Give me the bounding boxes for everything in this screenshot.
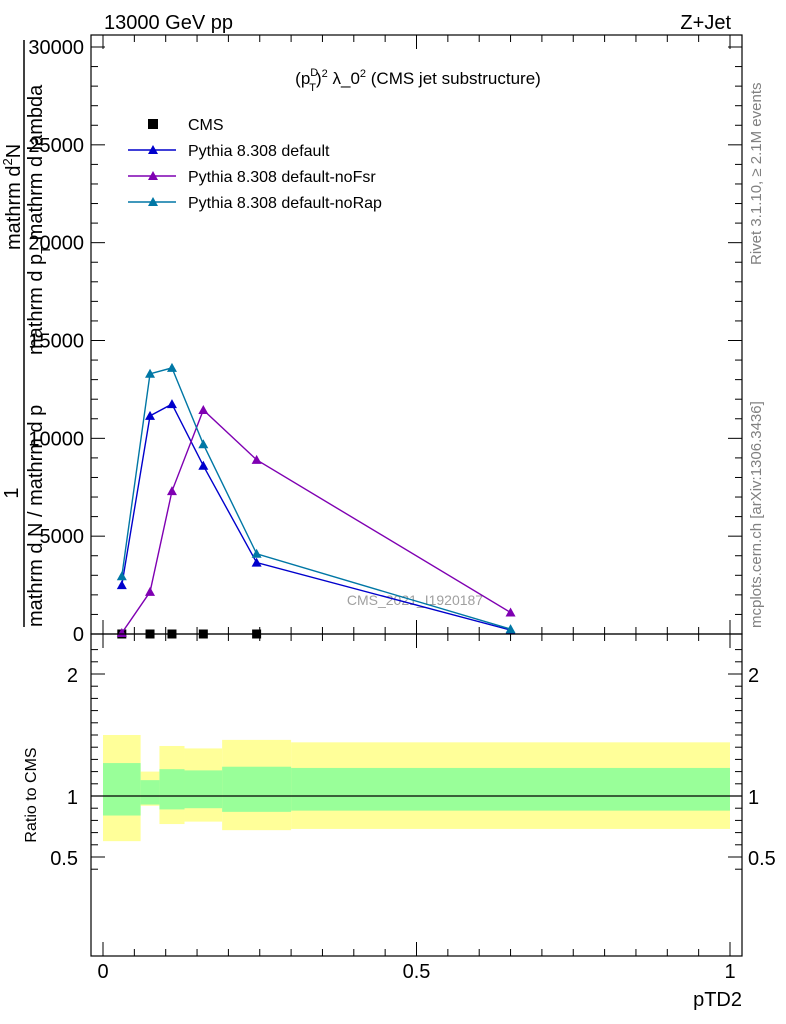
data-point [116, 571, 127, 581]
main-x-ticks [102, 35, 731, 634]
ylabel-denominator: mathrm d pT mathrm d lambda [25, 84, 53, 355]
data-point [116, 580, 127, 590]
legend-marker [148, 197, 158, 206]
x-tick-label: 1 [724, 961, 735, 983]
ratio-tick-label-right: 0.5 [748, 848, 776, 870]
legend-label: CMS [188, 117, 224, 134]
series-layer [116, 362, 516, 639]
data-point [166, 399, 177, 409]
legend-item: Pythia 8.308 default [128, 143, 330, 160]
y-tick-label: 15000 [28, 331, 84, 353]
data-point [251, 557, 262, 567]
side-rivet: Rivet 3.1.10, ≥ 2.1M events [748, 83, 765, 266]
side-url: mcplots.cern.ch [arXiv:1306.3436] [748, 401, 765, 628]
y-tick-label: 0 [73, 624, 84, 646]
legend-label: Pythia 8.308 default-noRap [188, 195, 382, 212]
header-right: Z+Jet [680, 12, 731, 34]
legend-item: CMS [148, 117, 224, 134]
data-point [116, 628, 127, 638]
ratio-tick-label-right: 2 [748, 665, 759, 687]
chart-title: (pD T)2 λ_02 (CMS jet substructure) [295, 67, 541, 94]
y-tick-label: 20000 [28, 233, 84, 255]
y-tick-label: 30000 [28, 37, 84, 59]
ratio-x-ticks: 0 0.5 1 [97, 634, 736, 983]
series-line [121, 403, 511, 631]
series-line [121, 408, 511, 634]
x-axis-label: pTD2 [693, 989, 742, 1011]
series-3 [116, 362, 516, 634]
legend: CMS Pythia 8.308 default Pythia 8.308 defa… [128, 117, 382, 212]
legend-marker [148, 119, 158, 129]
watermark: CMS_2021_I1920187 [347, 592, 483, 608]
legend-item: Pythia 8.308 default-noFsr [128, 169, 376, 186]
y-tick-label: 5000 [40, 526, 85, 548]
main-y-ticks: 0 5000 10000 15000 20000 25000 30000 [28, 37, 742, 646]
uncertainty-band-inner [222, 766, 292, 812]
ratio-tick-label: 2 [67, 665, 78, 687]
ylabel-bottom: mathrm d N / mathrm d p [25, 405, 47, 627]
data-point [145, 586, 156, 596]
series-line [121, 367, 511, 630]
x-tick-label: 0.5 [403, 961, 431, 983]
uncertainty-band-inner [159, 769, 185, 810]
uncertainty-band-inner [184, 770, 223, 809]
ratio-y-ticks: 0.5 0.5 1 1 2 2 [50, 649, 776, 870]
main-panel: 0 5000 10000 15000 20000 25000 30000 CMS_2021_… [28, 34, 743, 646]
y-tick-label: 25000 [28, 135, 84, 157]
series-1 [116, 399, 516, 635]
uncertainty-band-inner [291, 767, 730, 811]
legend-label: Pythia 8.308 default-noFsr [188, 169, 376, 186]
x-tick-label: 0 [97, 961, 108, 983]
data-point [145, 368, 156, 378]
uncertainty-band-inner [140, 780, 160, 805]
legend-item: Pythia 8.308 default-noRap [128, 195, 382, 212]
ratio-panel: 0.5 0.51 12 2 0 0.5 1 Ratio to CMS pTD2 [23, 633, 776, 1011]
data-point [198, 404, 209, 414]
legend-label: Pythia 8.308 default [188, 143, 330, 160]
legend-marker [148, 171, 158, 180]
ylabel-top: 1 [1, 487, 23, 498]
ylabel-numerator: mathrm d2N [0, 144, 25, 250]
data-point [145, 410, 156, 420]
data-point [251, 454, 262, 464]
ratio-tick-label: 0.5 [50, 848, 78, 870]
header-left: 13000 GeV pp [104, 12, 233, 34]
data-point [198, 439, 209, 449]
data-point [166, 486, 177, 496]
ratio-tick-label-right: 1 [748, 787, 759, 809]
uncertainty-band-inner [103, 763, 141, 816]
ratio-ylabel: Ratio to CMS [23, 747, 40, 842]
data-point [198, 460, 209, 470]
data-point [251, 548, 262, 558]
series-2 [116, 404, 516, 638]
main-y-label: 1 mathrm d N / mathrm d p mathrm d2N mat… [0, 40, 53, 627]
data-point [166, 362, 177, 372]
y-tick-label: 10000 [28, 428, 84, 450]
ratio-tick-label: 1 [67, 787, 78, 809]
legend-marker [148, 145, 158, 154]
data-point [505, 607, 516, 617]
data-point [505, 624, 516, 634]
ratio-bands [103, 735, 730, 842]
